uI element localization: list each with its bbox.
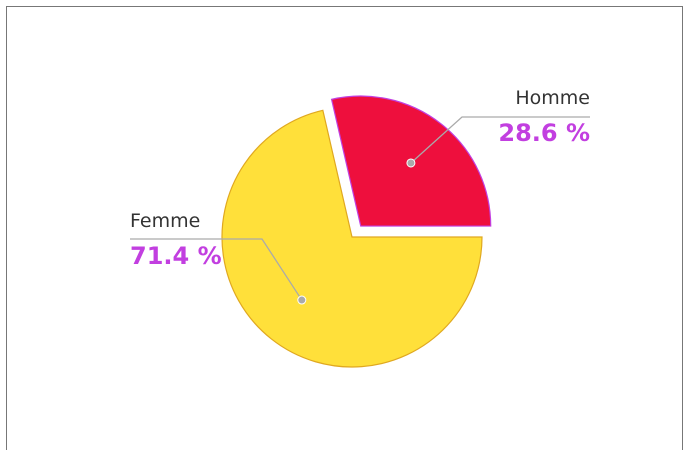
- leader-dot: [406, 158, 416, 168]
- slice-value: 28.6 %: [498, 119, 590, 147]
- leader-line: [130, 238, 303, 301]
- slice-value: 71.4 %: [130, 242, 222, 270]
- slice-label: Homme: [515, 87, 590, 109]
- leader-dot: [297, 295, 307, 305]
- pie-slice: [221, 109, 483, 368]
- leader-line: [410, 116, 590, 164]
- slice-label: Femme: [130, 210, 200, 232]
- frame: [6, 6, 683, 450]
